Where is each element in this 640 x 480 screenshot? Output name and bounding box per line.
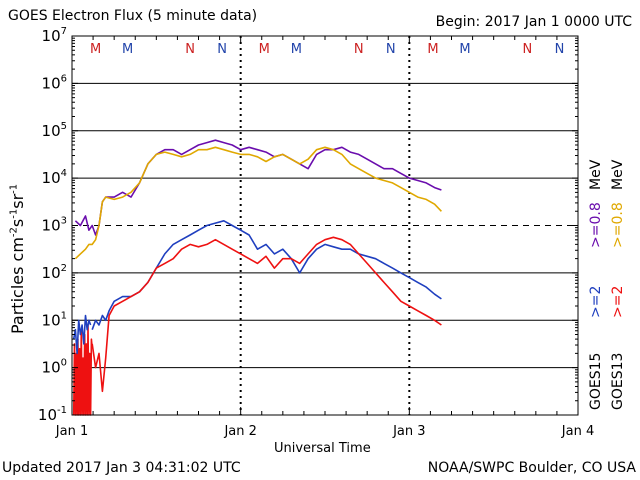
marker-m: M [459, 42, 470, 57]
axes: 10-1 100 101 102 103 104 105 106 107 Jan 1 Jan 2 Ja… [38, 26, 594, 439]
series-line-2 [91, 220, 442, 330]
x-tick-label: Jan 3 [392, 424, 425, 439]
y-tick-label: 10-1 [38, 405, 67, 424]
legend-unit-15: MeV [588, 159, 604, 190]
x-tick-label: Jan 2 [223, 424, 256, 439]
marker-n: N [523, 42, 533, 57]
x-tick-label: Jan 1 [55, 424, 88, 439]
series-line-4 [72, 324, 93, 416]
legend-goes15-label: GOES15 [588, 352, 604, 410]
y-axis-label: Particles cm-2s-1sr-1 [8, 183, 27, 334]
y-tick-label: 107 [42, 26, 67, 45]
y-tick-label: 106 [42, 73, 67, 92]
legend-goes15-08mev: >=0.8 [588, 202, 604, 248]
legend-goes13-label: GOES13 [610, 352, 626, 410]
y-tick-label: 100 [42, 358, 67, 377]
marker-m: M [427, 42, 438, 57]
series-line-0 [74, 139, 442, 236]
marker-m: M [122, 42, 133, 57]
marker-n: N [386, 42, 396, 57]
y-tick-label: 102 [42, 263, 67, 282]
y-tick-label: 104 [42, 168, 67, 187]
source-credit: NOAA/SWPC Boulder, CO USA [427, 460, 636, 476]
series-line-3 [91, 236, 442, 393]
x-axis-label: Universal Time [274, 441, 371, 456]
legend-goes15-2mev: >=2 [588, 285, 604, 318]
marker-m: M [90, 42, 101, 57]
legend-goes13-2mev: >=2 [610, 285, 626, 318]
y-tick-label: 103 [42, 216, 67, 235]
y-tick-label: 101 [42, 310, 67, 329]
legend-unit-13: MeV [610, 159, 626, 190]
series-line-5 [72, 314, 92, 355]
y-tick-label: 105 [42, 121, 67, 140]
series-line-1 [74, 146, 442, 260]
marker-n: N [555, 42, 565, 57]
marker-m: M [291, 42, 302, 57]
x-tick-label: Jan 4 [561, 424, 594, 439]
legend-goes13-08mev: >=0.8 [610, 202, 626, 248]
marker-n: N [354, 42, 364, 57]
updated-time: Updated 2017 Jan 3 04:31:02 UTC [2, 460, 241, 476]
begin-time: Begin: 2017 Jan 1 0000 UTC [435, 14, 632, 30]
marker-n: N [217, 42, 227, 57]
gridlines [72, 36, 578, 415]
series-lines [72, 139, 442, 416]
marker-n: N [185, 42, 195, 57]
chart-title: GOES Electron Flux (5 minute data) [8, 8, 258, 24]
marker-m: M [259, 42, 270, 57]
